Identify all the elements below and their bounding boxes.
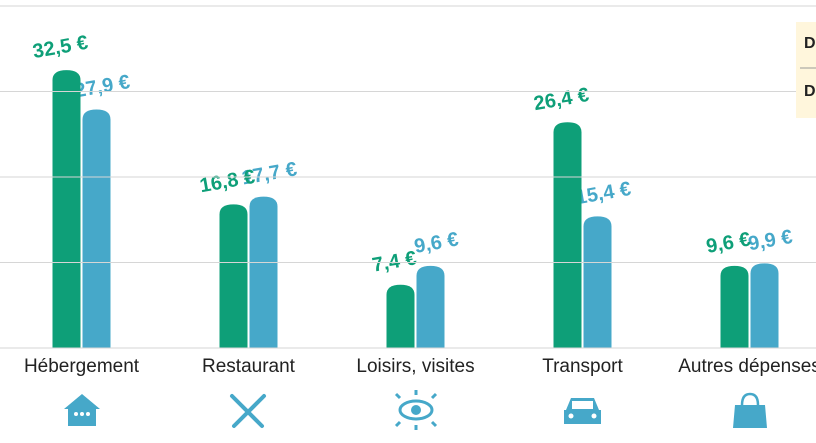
bar xyxy=(52,70,81,348)
house-icon xyxy=(64,394,100,426)
x-tick-label: Restaurant xyxy=(202,356,296,377)
bar xyxy=(386,284,415,348)
cutlery-icon xyxy=(230,394,266,428)
bag-icon xyxy=(733,392,767,428)
bar xyxy=(720,265,749,348)
value-label: 27,9 € xyxy=(73,71,132,102)
eye-icon xyxy=(394,390,438,430)
bar xyxy=(553,122,582,348)
value-label: 15,4 € xyxy=(574,178,633,209)
bar xyxy=(583,216,612,348)
x-tick-label: Transport xyxy=(542,356,623,377)
value-label: 26,4 € xyxy=(532,84,591,115)
value-label: 9,6 € xyxy=(705,229,753,258)
x-tick-label: Autres dépenses xyxy=(678,356,816,377)
bar xyxy=(249,196,278,348)
value-label: 9,9 € xyxy=(747,226,795,255)
x-tick-label: Loisirs, visites xyxy=(356,356,474,377)
bar xyxy=(750,263,779,348)
x-tick-label: Hébergement xyxy=(24,356,140,377)
bar xyxy=(82,109,111,348)
value-label: 16,8 € xyxy=(198,166,257,197)
legend-box xyxy=(796,22,816,118)
icons xyxy=(64,390,767,430)
legend-entry: D xyxy=(804,83,816,100)
bar xyxy=(219,204,248,348)
legend-entry: D xyxy=(804,35,816,52)
value-label: 32,5 € xyxy=(31,32,90,63)
value-label: 9,6 € xyxy=(413,229,461,258)
legend: D D xyxy=(796,22,816,118)
car-icon xyxy=(564,398,601,424)
bar xyxy=(416,265,445,348)
